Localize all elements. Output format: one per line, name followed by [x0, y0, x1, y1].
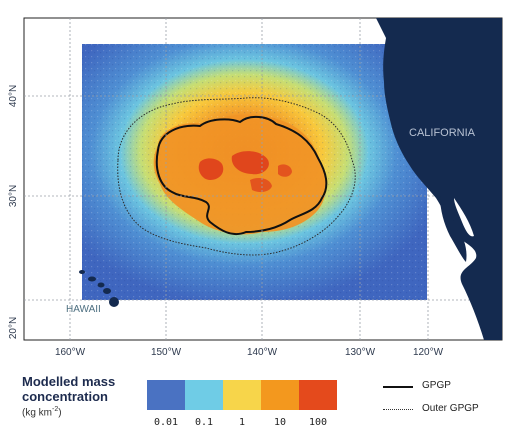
legend-gpgp-label: GPGP	[422, 380, 451, 391]
color-bin-10	[261, 380, 299, 410]
orange-core	[153, 114, 327, 235]
color-bin-100	[299, 380, 337, 410]
lon-label-160w: 160°W	[55, 347, 86, 358]
legend-gpgp-line	[383, 386, 413, 388]
tick-label: 0.1	[194, 417, 214, 428]
tick-label: 100	[308, 417, 328, 428]
tick-label: 10	[273, 417, 287, 428]
color-ramp-ticks: 0.01 0.1 1 10 100	[147, 417, 337, 428]
legend-unit: (kg km-2)	[22, 406, 62, 419]
gpgp-boundary	[155, 116, 328, 236]
outer-gpgp-boundary	[117, 97, 356, 256]
color-bin-0.1	[185, 380, 223, 410]
panel-label: a	[32, 26, 47, 56]
map: a CALIFORNIA HAWAII 40°N 30°N 20°N 160°W…	[8, 17, 503, 358]
lon-label-120w: 120°W	[413, 347, 444, 358]
legend-title: Modelled mass concentration	[22, 374, 116, 404]
baja-california-land	[440, 196, 467, 262]
lat-label-20n: 20°N	[8, 317, 19, 339]
lat-label-40n: 40°N	[8, 85, 19, 107]
color-ramp	[147, 380, 337, 410]
color-bin-1	[223, 380, 261, 410]
red-patch-east	[278, 164, 292, 177]
lon-label-130w: 130°W	[345, 347, 376, 358]
red-patch-south	[250, 178, 272, 193]
north-america-land	[376, 18, 502, 340]
legend-outer-gpgp-line	[383, 409, 413, 410]
red-patch-center	[231, 151, 269, 175]
hawaii-label: HAWAII	[66, 304, 101, 315]
lon-label-150w: 150°W	[151, 347, 182, 358]
tick-label: 0.01	[153, 417, 179, 428]
color-bin-0.01	[147, 380, 185, 410]
tick-label: 1	[238, 417, 246, 428]
hawaiian-islands	[79, 270, 119, 307]
legend-outer-gpgp-label: Outer GPGP	[422, 403, 479, 414]
red-patch-west	[198, 158, 224, 180]
california-label: CALIFORNIA	[409, 127, 476, 139]
lon-label-140w: 140°W	[247, 347, 278, 358]
gulf-of-california	[454, 198, 474, 237]
lat-label-30n: 30°N	[8, 185, 19, 207]
